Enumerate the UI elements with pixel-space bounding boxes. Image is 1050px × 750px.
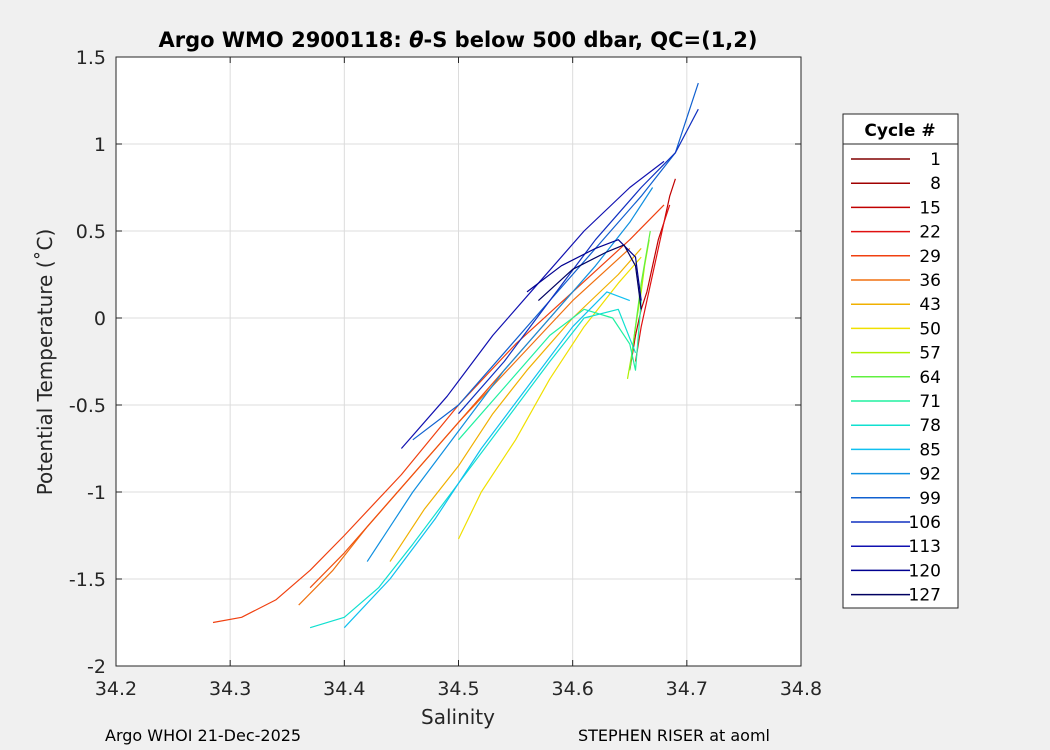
x-tick-label: 34.2 <box>95 678 137 700</box>
legend-label-64: 64 <box>919 368 941 388</box>
x-tick-group: 34.2 34.3 34.4 34.5 34.6 34.7 34.8 <box>95 57 822 700</box>
y-tick-label: -0.5 <box>69 395 106 417</box>
series-line-6 <box>457 256 642 540</box>
x-tick-label: 34.7 <box>666 678 708 700</box>
series-group <box>212 82 699 629</box>
series-line-10 <box>309 308 637 629</box>
series-line-1 <box>634 204 671 362</box>
legend-label-71: 71 <box>919 392 941 412</box>
series-line-9 <box>458 300 642 441</box>
y-tick-label: -2 <box>87 656 106 678</box>
legend-entries: 1 8 15 22 29 36 43 50 57 64 71 78 85 92 99 106 113 120 127 <box>851 150 941 606</box>
y-tick-label: -1 <box>87 482 106 504</box>
legend-label-43: 43 <box>919 295 941 315</box>
y-tick-label: 0 <box>94 308 106 330</box>
y-tick-label: -1.5 <box>69 569 106 591</box>
legend-label-8: 8 <box>930 174 941 194</box>
series-line-11 <box>343 291 631 629</box>
y-tick-label: 1.5 <box>76 47 106 69</box>
x-tick-label: 34.3 <box>209 678 251 700</box>
legend-label-15: 15 <box>919 198 941 218</box>
series-line-5 <box>389 248 642 562</box>
series-line-17 <box>537 244 642 310</box>
x-tick-label: 34.5 <box>437 678 479 700</box>
series-line-16 <box>526 239 642 301</box>
x-tick-label: 34.8 <box>780 678 822 700</box>
legend-label-92: 92 <box>919 465 941 485</box>
legend-label-85: 85 <box>919 440 941 460</box>
y-axis-label: Potential Temperature (˚C) <box>33 229 57 496</box>
legend-label-78: 78 <box>919 416 941 436</box>
legend-label-99: 99 <box>919 489 941 509</box>
legend-label-57: 57 <box>919 344 941 364</box>
legend-label-127: 127 <box>909 586 941 606</box>
y-tick-group: -2 -1.5 -1 -0.5 0 0.5 1 1.5 <box>69 47 801 678</box>
series-line-2 <box>212 204 665 624</box>
series-line-0 <box>629 178 676 371</box>
legend-title: Cycle # <box>864 121 935 141</box>
y-tick-label: 0.5 <box>76 221 106 243</box>
chart-title: Argo WMO 2900118: θ-S below 500 dbar, QC… <box>158 28 757 52</box>
series-line-12 <box>366 187 654 562</box>
footer-right: STEPHEN RISER at aoml <box>578 726 770 745</box>
x-axis-label: Salinity <box>421 705 495 729</box>
x-tick-label: 34.4 <box>323 678 365 700</box>
legend-label-120: 120 <box>909 561 941 581</box>
y-tick-label: 1 <box>94 134 106 156</box>
series-line-8 <box>629 230 651 371</box>
legend-box <box>842 113 959 609</box>
legend-label-22: 22 <box>919 223 941 243</box>
legend-label-113: 113 <box>909 537 941 557</box>
legend-label-29: 29 <box>919 247 941 267</box>
x-tick-label: 34.6 <box>552 678 594 700</box>
legend-label-36: 36 <box>919 271 941 291</box>
legend-label-106: 106 <box>909 513 941 533</box>
legend-label-50: 50 <box>919 319 941 339</box>
legend: Cycle # 18152229364350576471788592991061… <box>842 113 959 609</box>
series-line-14 <box>458 108 699 415</box>
legend-label-1: 1 <box>930 150 941 170</box>
footer-left: Argo WHOI 21-Dec-2025 <box>105 726 302 745</box>
